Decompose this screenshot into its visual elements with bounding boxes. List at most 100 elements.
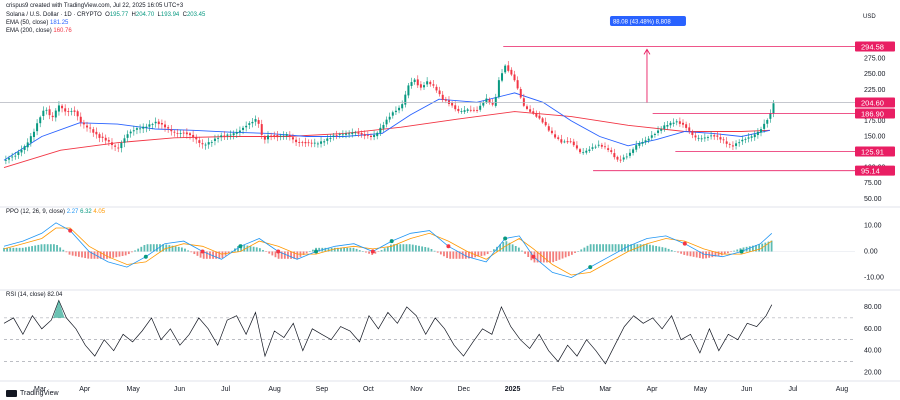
candle-body <box>248 123 251 125</box>
ohlc-close: C203.45 <box>180 12 206 18</box>
candle-body <box>566 141 569 143</box>
candle-body <box>588 149 591 151</box>
candle-body <box>557 137 560 139</box>
candle-body <box>550 130 553 134</box>
candle-body <box>201 143 204 145</box>
ppo-histogram-bar <box>81 251 83 258</box>
ppo-cross-dot <box>200 249 205 254</box>
ppo-cross-dot <box>739 249 744 254</box>
candle-body <box>36 123 39 132</box>
candle-body <box>135 128 138 130</box>
candle-body <box>488 99 491 103</box>
candle-body <box>263 135 266 140</box>
ppo-cross-dot <box>276 249 281 254</box>
ppo-histogram-bar <box>209 251 211 259</box>
ppo-histogram-bar <box>611 244 614 252</box>
ppo-histogram-bar <box>349 247 352 252</box>
candle-body <box>229 134 232 136</box>
candle-body <box>273 134 276 136</box>
rsi-y-tick: 40.00 <box>864 348 882 355</box>
ppo-histogram-bar <box>249 246 252 252</box>
ppo-histogram-bar <box>527 251 530 257</box>
candle-body <box>451 102 454 106</box>
ppo-histogram-bar <box>580 249 583 252</box>
price-level-tag <box>855 146 895 157</box>
ppo-histogram-bar <box>686 251 689 256</box>
candle-body <box>772 103 775 114</box>
candle-body <box>401 104 404 109</box>
ppo-histogram-bar <box>246 245 249 252</box>
candle-body <box>438 90 441 95</box>
ppo-histogram-bar <box>427 247 430 252</box>
ppo-histogram-bar <box>733 250 736 252</box>
ppo-histogram-bar <box>149 244 152 252</box>
ppo-histogram-bar <box>340 247 342 252</box>
ppo-histogram-bar <box>723 251 726 255</box>
rsi-y-tick: 60.00 <box>864 326 882 333</box>
candle-body <box>497 80 500 98</box>
candle-body <box>697 137 700 139</box>
ppo-histogram-bar <box>642 244 645 252</box>
candle-body <box>76 111 79 117</box>
candle-body <box>54 110 57 118</box>
candle-body <box>485 98 488 103</box>
candle-body <box>419 84 422 88</box>
candle-body <box>285 134 288 136</box>
candle-body <box>164 124 167 128</box>
candle-body <box>238 130 241 133</box>
candle-body <box>563 141 566 143</box>
candle-body <box>266 135 269 140</box>
candle-body <box>323 141 326 143</box>
candle-body <box>217 137 220 139</box>
candle-body <box>379 127 382 133</box>
candle-body <box>663 125 666 129</box>
candle-body <box>398 107 401 111</box>
rsi-y-tick: 80.00 <box>864 304 882 311</box>
ppo-histogram-bar <box>274 251 277 258</box>
candle-body <box>351 132 354 135</box>
candle-body <box>457 108 460 112</box>
candle-body <box>326 138 329 141</box>
ppo-histogram-bar <box>46 244 49 252</box>
candle-body <box>366 135 369 136</box>
ppo-histogram-bar <box>751 245 754 252</box>
candle-body <box>479 105 482 110</box>
candle-body <box>213 138 216 141</box>
candle-body <box>232 133 235 136</box>
ppo-histogram-bar <box>115 251 118 258</box>
ppo-histogram-bar <box>237 246 239 252</box>
ppo-cross-dot <box>446 244 451 249</box>
ppo-histogram-bar <box>312 249 314 252</box>
candle-body <box>600 144 603 147</box>
candle-body <box>345 133 348 135</box>
candle-body <box>67 111 70 113</box>
candle-body <box>220 135 223 137</box>
candle-body <box>694 135 697 138</box>
candle-body <box>329 138 332 139</box>
ppo-histogram-bar <box>59 247 62 252</box>
ppo-cross-dot <box>370 249 375 254</box>
ppo-histogram-bar <box>205 251 208 259</box>
ppo-histogram-bar <box>511 244 514 252</box>
candle-body <box>117 147 120 149</box>
candle-body <box>763 123 766 129</box>
candle-body <box>426 81 429 85</box>
candle-body <box>254 119 257 122</box>
ppo-histogram-bar <box>255 247 258 252</box>
candle-body <box>423 85 426 88</box>
ppo-histogram-bar <box>499 244 502 252</box>
x-tick-label: Aug <box>836 386 849 393</box>
ppo-histogram-bar <box>439 251 442 255</box>
candle-body <box>363 134 366 136</box>
candle-body <box>313 142 316 144</box>
ppo-histogram-bar <box>112 251 115 258</box>
ppo-histogram-bar <box>190 251 193 253</box>
y-tick-label: 225.00 <box>864 87 886 94</box>
ppo-histogram-bar <box>268 251 271 254</box>
ppo-cross-dot <box>314 249 319 254</box>
ppo-histogram-bar <box>252 246 255 252</box>
candle-body <box>529 109 532 112</box>
x-tick-label: Apr <box>79 386 91 393</box>
candle-body <box>632 149 635 153</box>
candle-body <box>700 138 703 140</box>
